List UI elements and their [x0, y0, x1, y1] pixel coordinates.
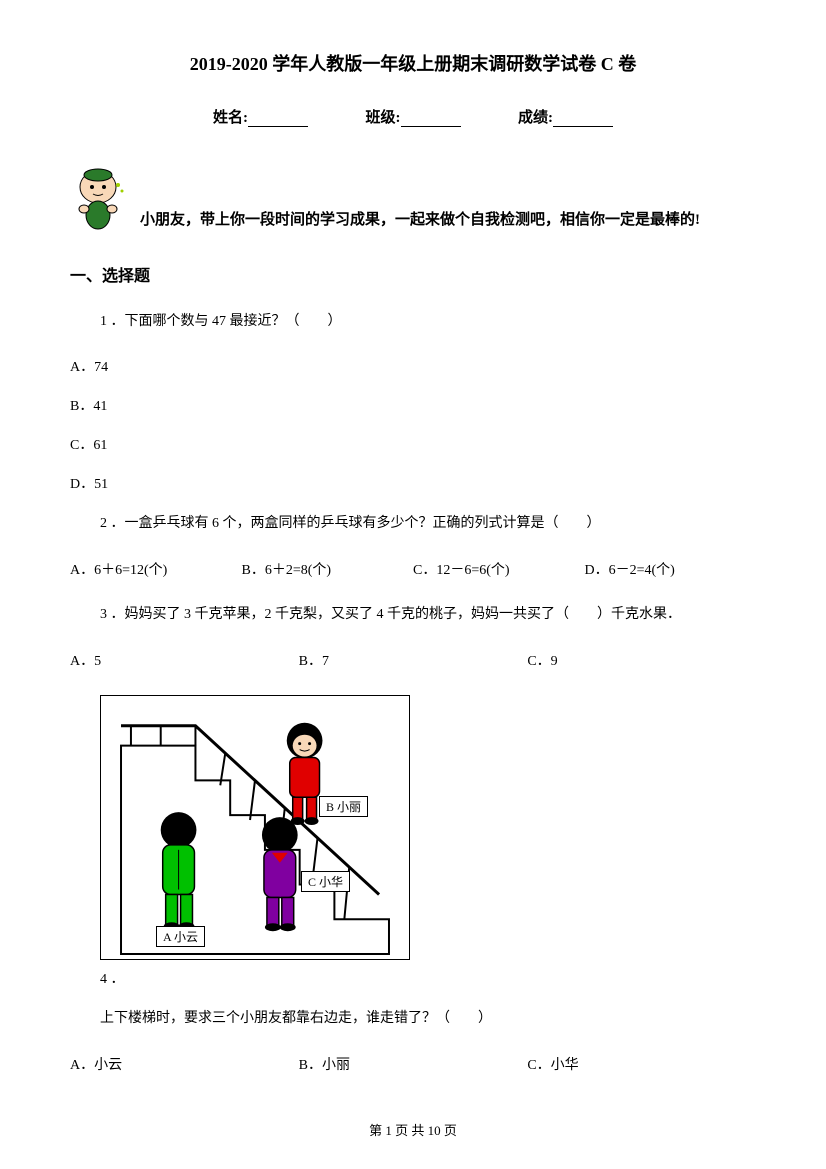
q2-option-c: C．12－6=6(个) — [413, 559, 585, 579]
q4-label-c: C 小华 — [301, 871, 350, 892]
intro-row: 小朋友，带上你一段时间的学习成果，一起来做个自我检测吧，相信你一定是最棒的! — [70, 167, 756, 232]
q4-label-b: B 小丽 — [319, 796, 368, 817]
class-blank[interactable] — [401, 111, 461, 127]
page-footer: 第 1 页 共 10 页 — [0, 1120, 826, 1139]
question-3: 3 ．妈妈买了 3 千克苹果，2 千克梨，又买了 4 千克的桃子，妈妈一共买了（… — [100, 604, 756, 625]
q3-option-c: C．9 — [527, 650, 756, 670]
q4-option-b: B．小丽 — [299, 1054, 528, 1074]
question-2: 2 ．一盒乒乓球有 6 个，两盒同样的乒乓球有多少个？正确的列式计算是（ ） — [100, 513, 756, 534]
q2-option-a: A．6＋6=12(个) — [70, 559, 242, 579]
name-label: 姓名: — [213, 110, 248, 126]
section-1-header: 一、选择题 — [70, 262, 756, 286]
question-1: 1 ．下面哪个数与 47 最接近？（ ） — [100, 311, 756, 332]
score-blank[interactable] — [553, 111, 613, 127]
q2-option-b: B．6＋2=8(个) — [242, 559, 414, 579]
q4-option-c: C．小华 — [527, 1054, 756, 1074]
page-title: 2019-2020 学年人教版一年级上册期末调研数学试卷 C 卷 — [70, 50, 756, 76]
q3-option-a: A．5 — [70, 650, 299, 670]
q2-option-d: D．6－2=4(个) — [585, 559, 757, 579]
q1-option-a: A．74 — [70, 357, 756, 378]
class-label: 班级: — [366, 110, 401, 126]
q4-option-a: A．小云 — [70, 1054, 299, 1074]
q3-options: A．5 B．7 C．9 — [70, 650, 756, 670]
q3-option-b: B．7 — [299, 650, 528, 670]
mascot-icon — [70, 167, 130, 232]
q1-option-c: C．61 — [70, 435, 756, 456]
student-info-row: 姓名: 班级: 成绩: — [70, 106, 756, 127]
q2-options: A．6＋6=12(个) B．6＋2=8(个) C．12－6=6(个) D．6－2… — [70, 559, 756, 579]
q4-label-a: A 小云 — [156, 926, 205, 947]
q4-stairs-image: A 小云 B 小丽 C 小华 — [100, 695, 410, 960]
intro-text: 小朋友，带上你一段时间的学习成果，一起来做个自我检测吧，相信你一定是最棒的! — [140, 208, 700, 232]
q4-options: A．小云 B．小丽 C．小华 — [70, 1054, 756, 1074]
q1-option-b: B．41 — [70, 396, 756, 417]
name-blank[interactable] — [248, 111, 308, 127]
question-4-number: 4 ． — [100, 968, 756, 988]
score-label: 成绩: — [518, 110, 553, 126]
question-4-text: 上下楼梯时，要求三个小朋友都靠右边走，谁走错了？（ ） — [100, 1008, 756, 1029]
q1-option-d: D．51 — [70, 474, 756, 495]
